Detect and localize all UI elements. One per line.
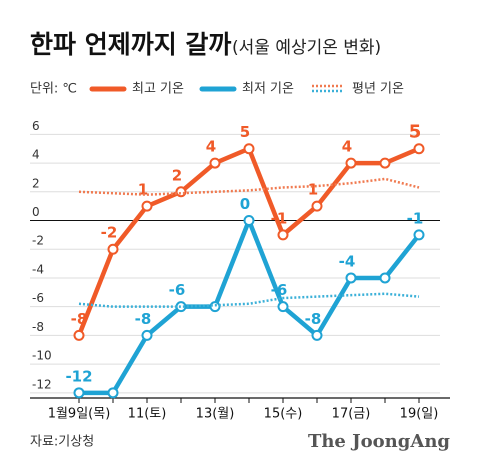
y-tick-label: 0 (32, 205, 40, 219)
point (175, 186, 187, 198)
point (107, 387, 119, 399)
x-tick-label: 19(일) (400, 407, 439, 422)
legend-label: 최고 기온 (132, 82, 184, 97)
point (413, 143, 425, 155)
point (209, 157, 221, 169)
value-label: -4 (339, 252, 356, 270)
point (379, 157, 391, 169)
value-label: -8 (71, 310, 88, 328)
value-label: 4 (206, 138, 216, 156)
value-label: 1 (308, 181, 318, 199)
legend-label: 평년 기온 (352, 82, 404, 97)
value-label: 2 (172, 166, 182, 184)
point (141, 200, 153, 212)
x-tick-label: 13(월) (196, 407, 235, 422)
point (277, 229, 289, 241)
y-tick-label: 2 (32, 176, 40, 190)
point (107, 243, 119, 255)
point (345, 157, 357, 169)
value-label: -8 (135, 310, 152, 328)
value-label: 5 (409, 122, 422, 143)
point (311, 329, 323, 341)
point (311, 200, 323, 212)
y-tick-label: -12 (32, 377, 52, 391)
brand: The JoongAng (308, 431, 450, 452)
y-tick-label: -6 (32, 291, 44, 305)
x-tick-label: 17(금) (332, 407, 371, 422)
point (243, 143, 255, 155)
series-line (76, 146, 420, 337)
x-tick-label: 15(수) (264, 407, 303, 422)
value-label: -2 (101, 224, 118, 242)
y-tick-label: 6 (32, 119, 40, 133)
value-label: 4 (342, 138, 352, 156)
point (379, 272, 391, 284)
point (277, 301, 289, 313)
series-line (78, 292, 420, 308)
point (141, 329, 153, 341)
source: 자료:기상청 (30, 435, 94, 450)
y-tick-label: -4 (32, 262, 44, 276)
y-tick-label: 4 (32, 148, 40, 162)
value-label: -6 (169, 281, 186, 299)
value-label: -12 (65, 367, 92, 385)
point (73, 329, 85, 341)
y-tick-label: -2 (32, 234, 44, 248)
point (209, 301, 221, 313)
unit: 단위: ℃ (30, 82, 77, 97)
point (345, 272, 357, 284)
point (73, 387, 85, 399)
value-label: 1 (138, 181, 148, 199)
value-label: 5 (240, 123, 250, 141)
point (243, 215, 255, 227)
point (413, 229, 425, 241)
value-label: -1 (407, 209, 424, 227)
legend-label: 최저 기온 (242, 82, 294, 97)
subtitle: (서울 예상기온 변화) (232, 38, 381, 58)
value-label: -8 (305, 310, 322, 328)
value-label: 0 (240, 195, 250, 213)
x-tick-label: 11(토) (128, 407, 167, 422)
series-line (78, 177, 420, 196)
y-tick-label: -10 (32, 349, 52, 363)
value-label: -6 (271, 281, 288, 299)
x-tick-label: 1월9일(목) (48, 407, 111, 422)
title: 한파 언제까지 갈까 (30, 30, 231, 59)
value-label: -1 (271, 209, 288, 227)
y-tick-label: -8 (32, 320, 44, 334)
